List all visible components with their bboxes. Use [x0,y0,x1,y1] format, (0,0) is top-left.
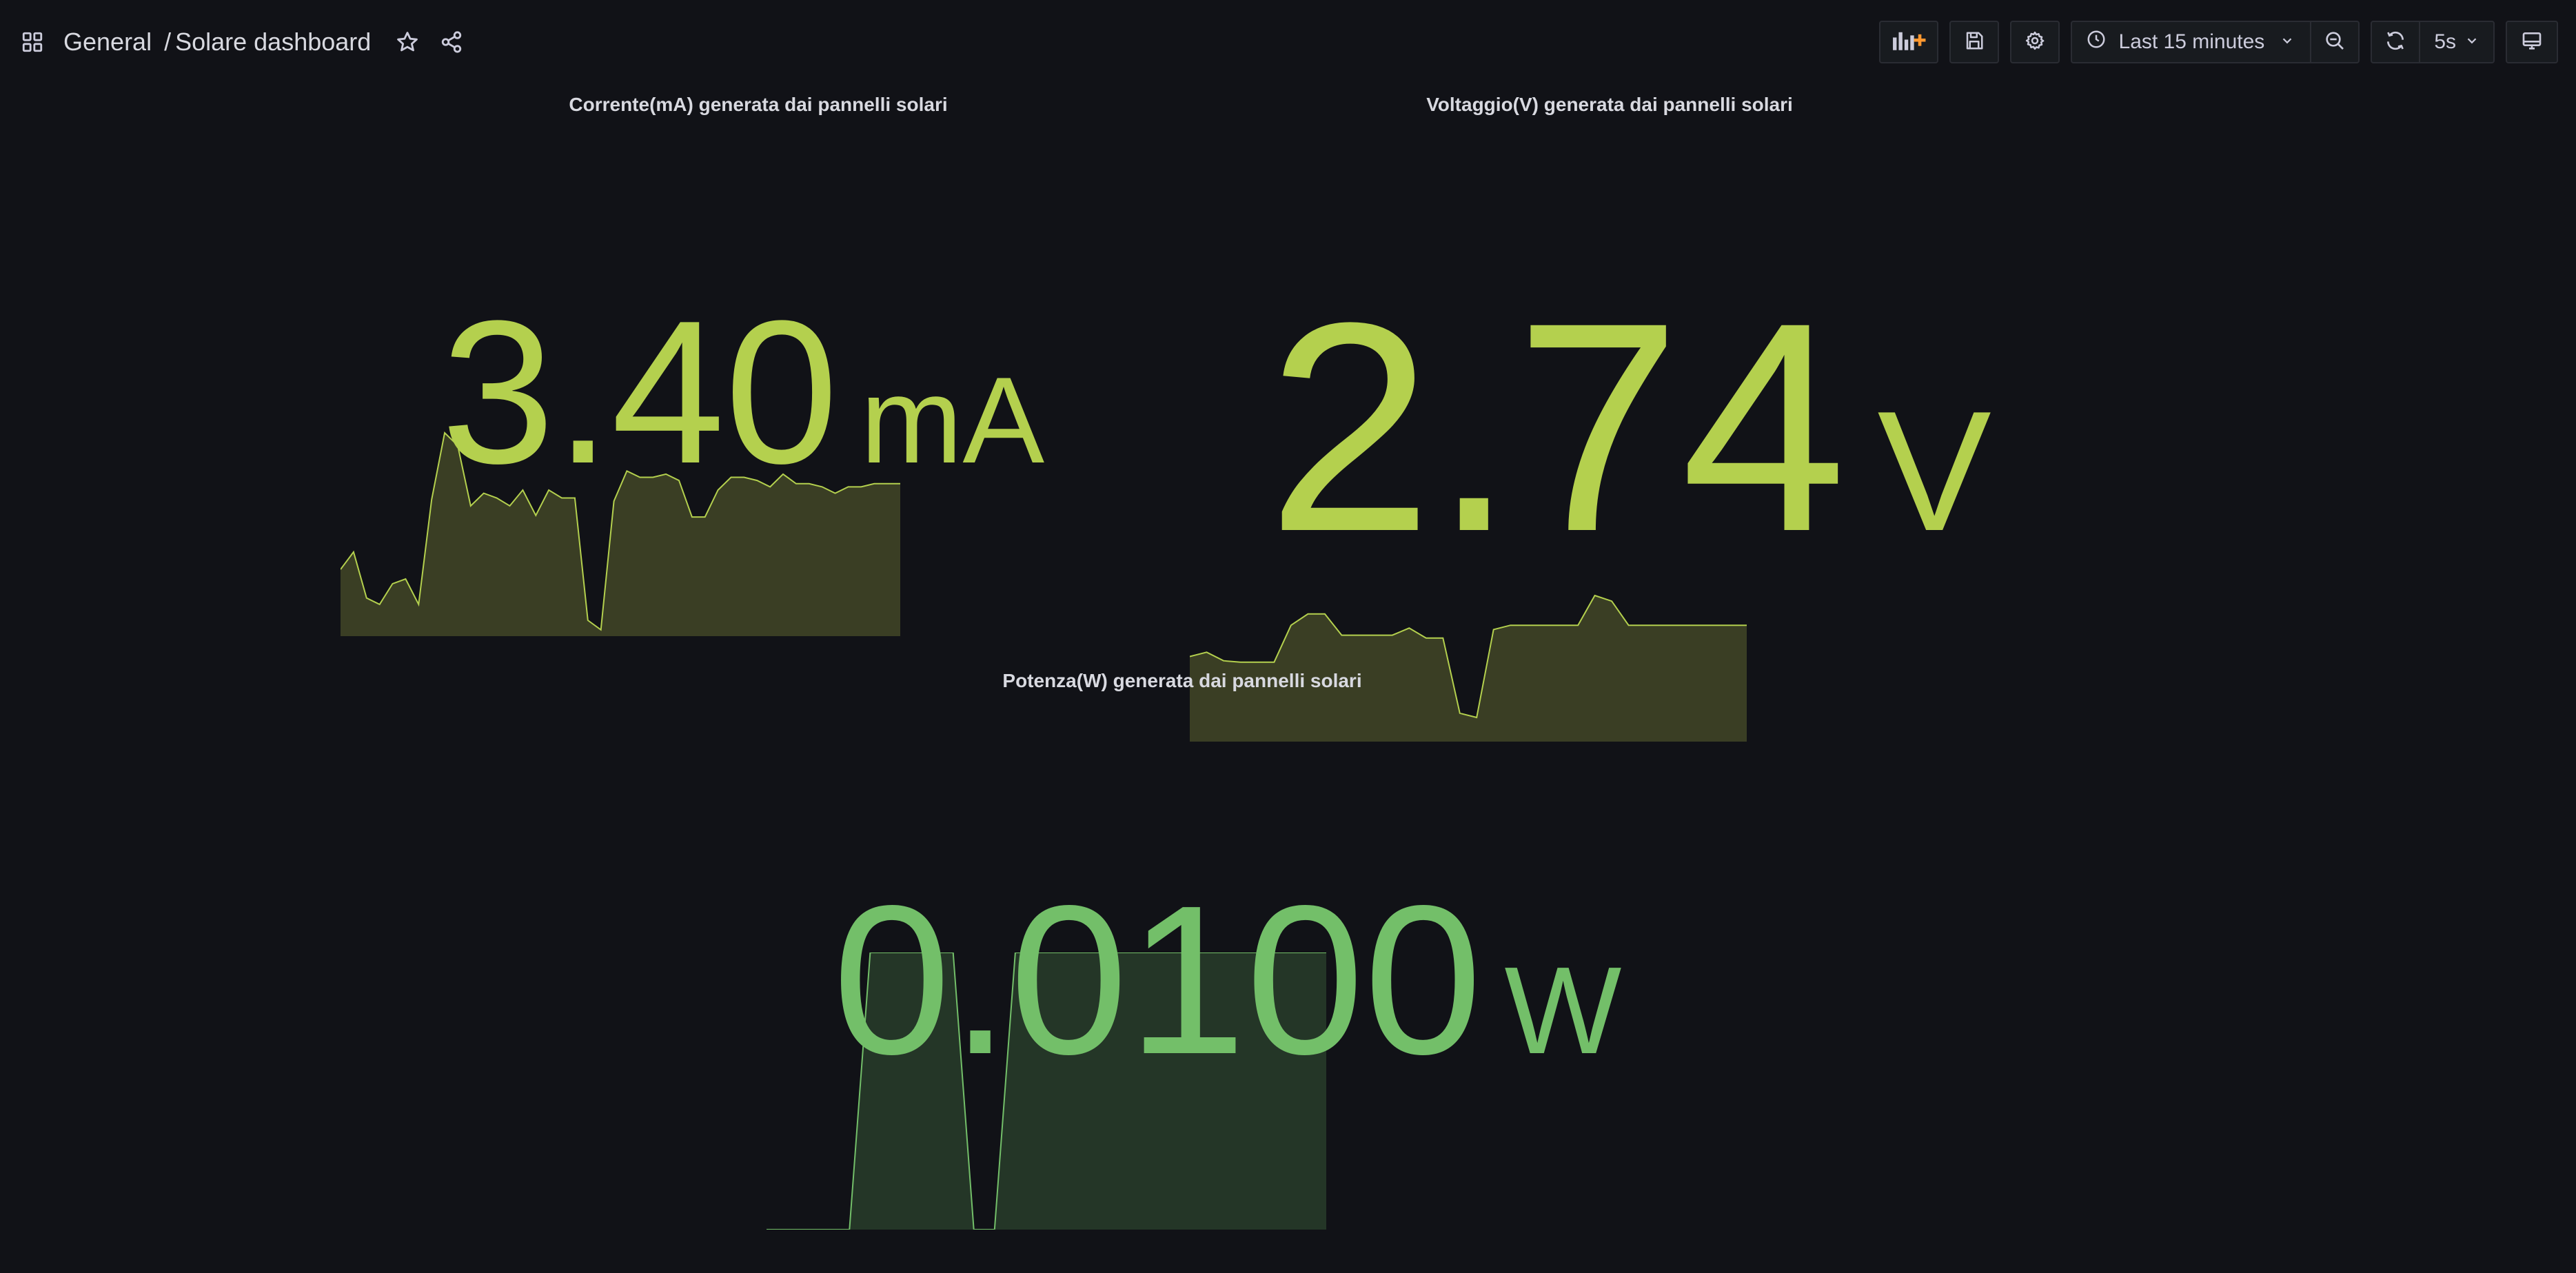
panel-current[interactable]: Corrente(mA) generata dai pannelli solar… [331,94,1186,659]
breadcrumb: General / Solare dashboard [63,28,371,57]
refresh-icon [2384,30,2406,55]
sparkline-current [341,431,900,636]
sparkline-area [1190,595,1747,742]
add-panel-button[interactable] [1878,21,1938,63]
stat-number: 3.40 [441,278,839,506]
nav-left: General / Solare dashboard [21,19,467,65]
sparkline-line [1190,594,1747,719]
refresh-group: 5s [2371,21,2495,63]
time-range-label: Last 15 minutes [2118,30,2265,53]
panel-title: Corrente(mA) generata dai pannelli solar… [569,94,948,115]
stat-value-current: 3.40 mA [441,290,1044,494]
stat-value-power: 0.0100 W [833,874,1621,1086]
panel-voltage[interactable]: Voltaggio(V) generata dai pannelli solar… [1186,94,2040,742]
stat-unit: W [1504,941,1622,1080]
time-range-picker[interactable]: Last 15 minutes [2072,22,2311,62]
stat-number: 2.74 [1267,261,1847,593]
dashboard-settings-button[interactable] [2009,21,2060,63]
zoom-out-icon [2324,30,2346,55]
chevron-down-icon [2464,30,2479,54]
gear-icon [2025,30,2045,54]
sparkline-line [341,431,900,631]
add-panel-icon [1891,29,1927,56]
sparkline-area [767,953,1326,1230]
stat-unit: V [1877,375,1991,567]
sparkline-line [767,953,1326,1230]
sparkline-voltage [1190,594,1747,742]
zoom-out-button[interactable] [2310,22,2358,62]
dashboard-title[interactable]: Solare dashboard [175,28,372,56]
stat-value-voltage: 2.74 V [1267,278,1991,576]
clock-icon [2086,29,2107,55]
tv-mode-icon [2521,30,2543,55]
time-range-group: Last 15 minutes [2070,21,2360,63]
panel-power[interactable]: Potenza(W) generata dai pannelli solari … [758,670,1621,1235]
sparkline-power [767,953,1326,1230]
stat-number: 0.0100 [833,862,1483,1099]
chevron-down-icon [2280,30,2295,54]
top-navigation: General / Solare dashboard [0,0,2576,84]
dashboard-toolbar: Last 15 minutes [1878,19,2558,65]
share-icon[interactable] [436,26,467,58]
dashboards-grid-icon[interactable] [21,30,44,54]
sparkline-area [341,433,900,636]
refresh-button[interactable] [2372,22,2419,62]
save-icon [1964,30,1985,54]
refresh-interval-picker[interactable]: 5s [2419,22,2493,62]
panel-title: Voltaggio(V) generata dai pannelli solar… [1426,94,1793,115]
breadcrumb-folder[interactable]: General [63,28,152,56]
tv-mode-button[interactable] [2506,21,2558,63]
refresh-interval-label: 5s [2434,30,2456,53]
panel-title: Potenza(W) generata dai pannelli solari [1002,670,1362,691]
save-dashboard-button[interactable] [1949,21,1999,63]
star-icon[interactable] [392,26,423,58]
stat-unit: mA [860,352,1045,489]
breadcrumb-separator: / [164,28,172,56]
